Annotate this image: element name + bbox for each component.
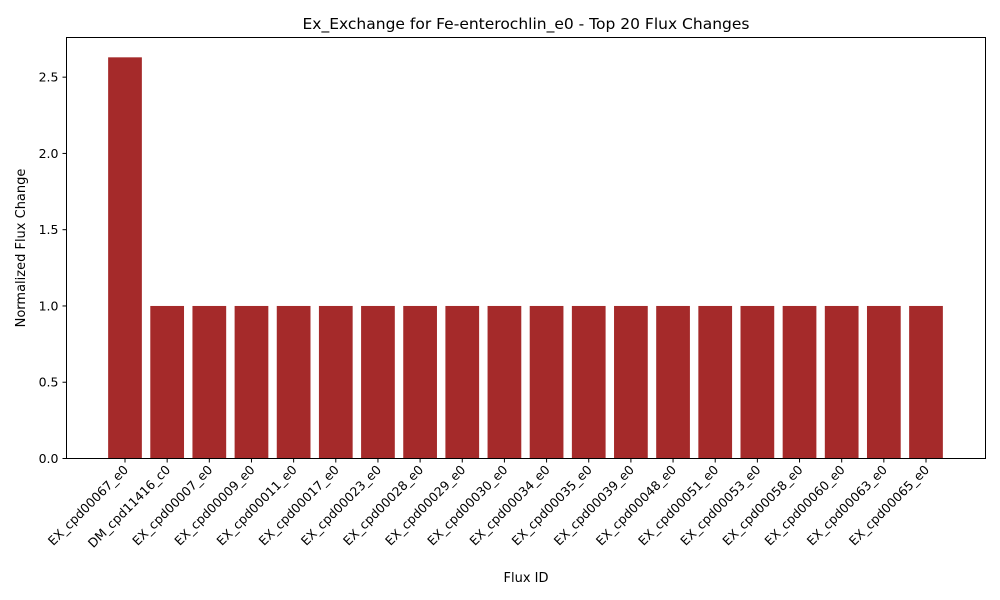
bar-EX_cpd00009_e0 [234, 305, 269, 459]
bar-EX_cpd00067_e0 [108, 57, 142, 459]
bar-EX_cpd00039_e0 [614, 305, 648, 459]
x-tick-label: EX_cpd00065_e0 [846, 462, 932, 548]
bar-EX_cpd00058_e0 [782, 305, 817, 459]
bar-EX_cpd00065_e0 [909, 305, 943, 459]
y-tick-label: 0.5 [39, 375, 59, 390]
bars-group [108, 57, 943, 459]
x-axis: EX_cpd00067_e0DM_cpd11416_c0EX_cpd00007_… [45, 458, 932, 551]
bar-EX_cpd00028_e0 [403, 305, 437, 459]
bar-EX_cpd00030_e0 [487, 305, 522, 459]
bar-EX_cpd00029_e0 [445, 305, 480, 459]
bar-EX_cpd00011_e0 [276, 305, 311, 459]
bar-EX_cpd00048_e0 [656, 305, 690, 459]
bar-EX_cpd00023_e0 [361, 305, 395, 459]
plot-frame [66, 37, 986, 459]
bar-EX_cpd00060_e0 [824, 305, 859, 459]
y-tick-label: 1.0 [39, 298, 59, 313]
y-tick-label: 0.0 [39, 451, 59, 466]
bar-EX_cpd00034_e0 [529, 305, 564, 459]
y-axis: 0.0 0.5 1.0 1.5 2.0 2.5 [39, 70, 67, 466]
bar-EX_cpd00051_e0 [698, 305, 733, 459]
bar-EX_cpd00053_e0 [740, 305, 775, 459]
y-axis-label: Normalized Flux Change [14, 169, 29, 328]
bar-EX_cpd00007_e0 [192, 305, 227, 459]
bar-EX_cpd00063_e0 [866, 305, 901, 459]
y-tick-label: 2.5 [39, 70, 59, 85]
y-tick-label: 2.0 [39, 146, 59, 161]
bar-EX_cpd00017_e0 [318, 305, 353, 459]
y-tick-label: 1.5 [39, 222, 59, 237]
bar-DM_cpd11416_c0 [150, 305, 185, 459]
chart-title: Ex_Exchange for Fe-enterochlin_e0 - Top … [303, 15, 750, 34]
bar-EX_cpd00035_e0 [571, 305, 606, 459]
x-axis-label: Flux ID [504, 571, 549, 586]
